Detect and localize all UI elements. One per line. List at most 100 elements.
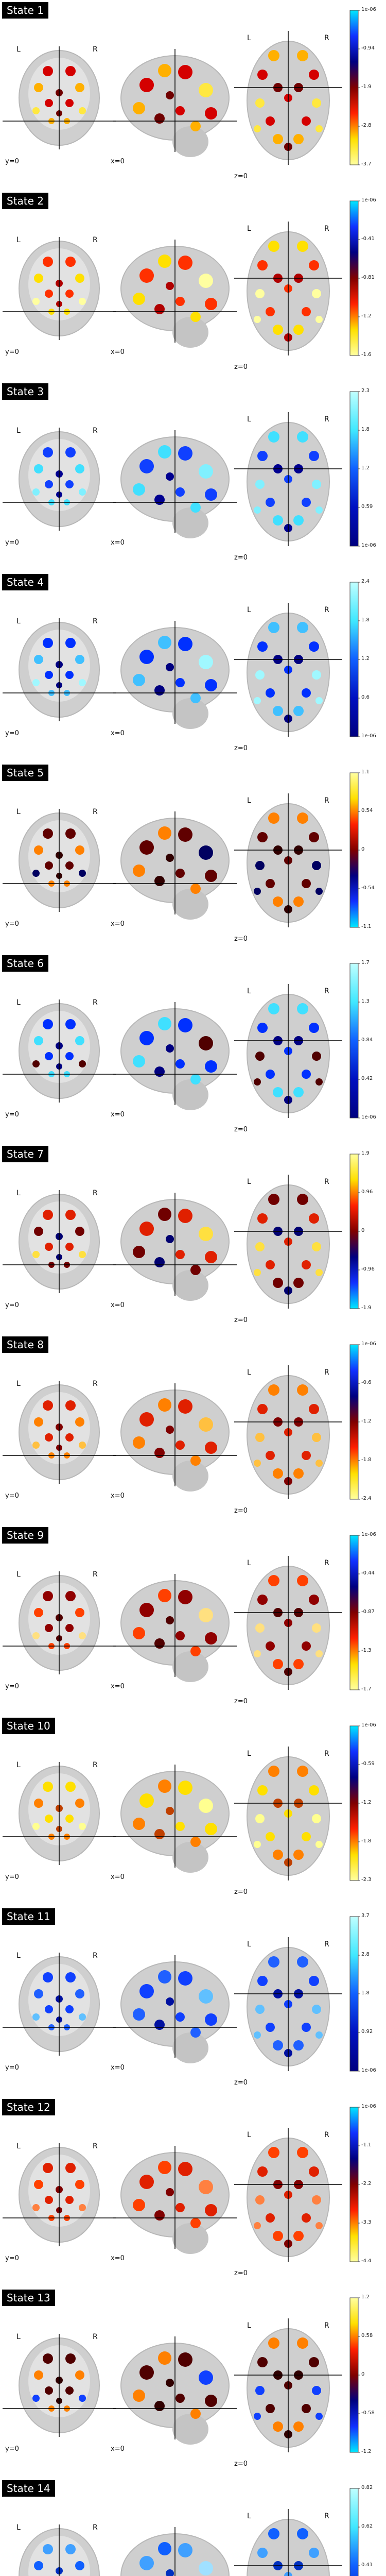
coord-label-x: x=0: [111, 158, 125, 165]
activation-blob: [32, 679, 40, 686]
activation-blob: [178, 256, 192, 270]
colorbar: [349, 1725, 359, 1881]
coronal-view: [3, 999, 116, 1103]
activation-blob: [158, 826, 171, 840]
activation-blob: [309, 451, 319, 461]
activation-blob: [139, 2365, 154, 2380]
activation-blob: [309, 1213, 319, 1224]
activation-blob: [254, 2413, 261, 2420]
activation-blob: [257, 832, 268, 842]
sagittal-view: [113, 621, 237, 729]
activation-blob: [34, 464, 43, 473]
brain-views-svg: [3, 2297, 360, 2453]
axial-view: [234, 2318, 342, 2452]
activation-blob: [302, 1641, 311, 1651]
activation-blob: [257, 1976, 268, 1986]
activation-blob: [257, 1213, 268, 1224]
axial-view: [234, 1175, 342, 1309]
activation-blob: [32, 1060, 40, 1067]
activation-blob: [75, 464, 84, 473]
activation-blob: [190, 1265, 201, 1275]
coord-label-x: x=0: [111, 730, 125, 737]
activation-blob: [75, 2561, 84, 2570]
left-marker: L: [16, 236, 21, 244]
activation-blob: [166, 282, 174, 290]
colorbar-tick-label: -1.2: [361, 313, 372, 319]
activation-blob: [309, 2357, 319, 2367]
colorbar: [349, 963, 359, 1118]
right-marker: R: [324, 34, 329, 42]
activation-blob: [65, 2386, 74, 2395]
activation-blob: [32, 107, 40, 114]
colorbar: [349, 2107, 359, 2262]
activation-blob: [43, 1591, 53, 1601]
brain-views-svg: [3, 391, 360, 547]
activation-blob: [133, 2389, 145, 2402]
activation-blob: [34, 274, 43, 283]
activation-blob: [309, 1785, 319, 1795]
axial-view: [234, 984, 342, 1118]
activation-blob: [199, 1989, 213, 2004]
sagittal-view: [113, 430, 237, 538]
activation-blob: [266, 1451, 275, 1460]
activation-blob: [32, 298, 40, 305]
activation-blob: [45, 480, 53, 488]
activation-blob: [302, 879, 311, 888]
colorbar-tick-label: 1e-06: [361, 7, 376, 12]
activation-blob: [315, 1078, 323, 1086]
activation-blob: [133, 102, 145, 114]
activation-blob: [257, 1595, 268, 1605]
activation-blob: [133, 483, 145, 496]
activation-blob: [199, 2180, 213, 2194]
state-panel: State 7 1.9 0.96 0 -0.96 -1.9 y=0 x=0 z=0 L R L R: [0, 1144, 386, 1334]
activation-blob: [43, 1210, 53, 1220]
activation-blob: [176, 1059, 185, 1069]
coronal-view: [3, 1571, 116, 1674]
right-marker: R: [93, 617, 98, 625]
activation-blob: [273, 515, 283, 526]
brain-views-svg: [19, 2488, 360, 2576]
activation-blob: [79, 1442, 86, 1449]
coord-label-z: z=0: [234, 1507, 248, 1515]
activation-blob: [166, 1426, 174, 1434]
activation-blob: [257, 1023, 268, 1033]
activation-blob: [273, 2421, 283, 2432]
activation-blob: [79, 1823, 86, 1830]
activation-blob: [254, 1841, 261, 1848]
activation-blob: [65, 1972, 76, 1982]
activation-blob: [139, 268, 154, 283]
activation-blob: [45, 1433, 53, 1442]
activation-blob: [273, 1278, 283, 1288]
activation-blob: [178, 827, 192, 842]
right-marker: R: [324, 2131, 329, 2139]
activation-blob: [75, 274, 84, 283]
activation-blob: [297, 1003, 308, 1014]
left-marker: L: [16, 427, 21, 435]
coord-label-x: x=0: [111, 348, 125, 356]
colorbar-tick-label: 0.84: [361, 1037, 373, 1043]
colorbar-tick-label: -2.8: [361, 123, 372, 128]
activation-blob: [297, 622, 308, 633]
activation-blob: [139, 2175, 154, 2189]
colorbar-tick-label: -1.2: [361, 1418, 372, 1424]
activation-blob: [273, 706, 283, 716]
right-marker: R: [93, 236, 98, 244]
coronal-view: [3, 1381, 116, 1484]
sagittal-view: [113, 1193, 237, 1301]
activation-blob: [32, 870, 40, 877]
colorbar-tick-label: -0.81: [361, 275, 375, 280]
right-marker: R: [93, 1189, 98, 1197]
activation-blob: [75, 655, 84, 664]
activation-blob: [268, 431, 279, 443]
activation-blob: [154, 685, 165, 696]
activation-blob: [199, 1799, 213, 1813]
cerebellum: [172, 1461, 208, 1492]
activation-blob: [154, 495, 165, 505]
left-marker: L: [16, 2523, 21, 2532]
activation-blob: [158, 1398, 171, 1412]
activation-blob: [133, 674, 145, 686]
coronal-view: [3, 237, 116, 340]
activation-blob: [190, 1455, 201, 1466]
activation-blob: [65, 257, 76, 267]
colorbar-tick-label: -0.87: [361, 1609, 375, 1615]
